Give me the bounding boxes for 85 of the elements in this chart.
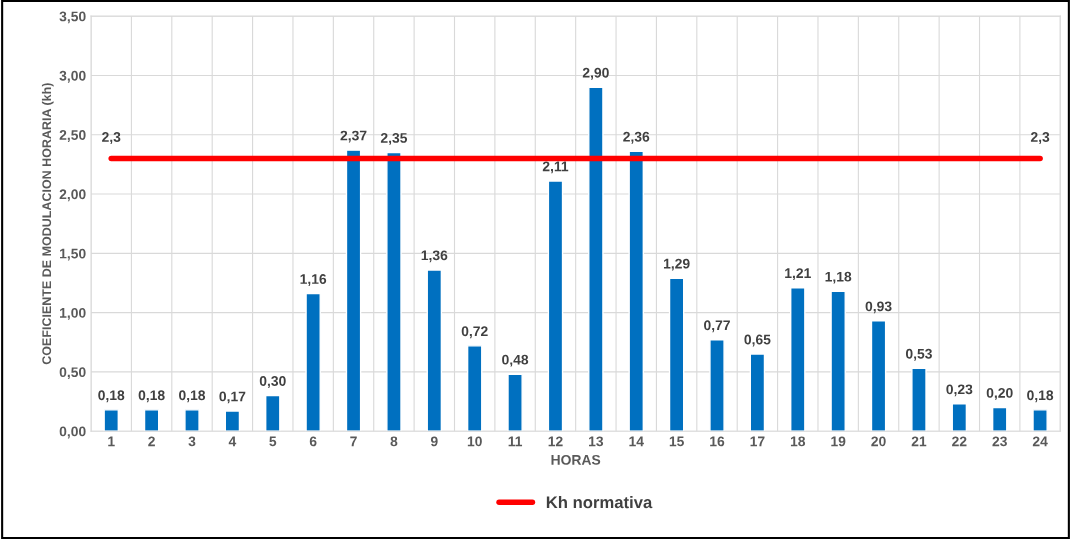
bar bbox=[870, 320, 887, 432]
x-tick-label: 12 bbox=[548, 436, 563, 447]
data-label: 0,65 bbox=[744, 334, 771, 347]
bar bbox=[1032, 409, 1048, 432]
data-label: 0,77 bbox=[704, 320, 730, 333]
x-tick-label: 22 bbox=[952, 436, 967, 447]
y-tick-label: 1,50 bbox=[60, 248, 86, 261]
bar bbox=[386, 151, 402, 432]
x-tick-label: 3 bbox=[188, 436, 196, 447]
x-tick-label: 18 bbox=[790, 436, 806, 447]
x-tick-label: 1 bbox=[108, 436, 115, 447]
x-tick-label: 23 bbox=[992, 436, 1007, 447]
bar bbox=[265, 394, 281, 432]
x-tick-label: 10 bbox=[467, 436, 482, 447]
y-tick-label: 1,00 bbox=[60, 307, 86, 320]
x-tick-label: 9 bbox=[430, 436, 438, 447]
data-label: 0,30 bbox=[259, 376, 286, 388]
data-label: 0,17 bbox=[219, 391, 246, 404]
data-label: 0,18 bbox=[1027, 390, 1054, 403]
x-tick-label: 24 bbox=[1032, 436, 1048, 447]
bar bbox=[224, 410, 241, 432]
y-tick-label: 3,00 bbox=[59, 70, 86, 83]
data-label: 0,48 bbox=[502, 354, 529, 367]
y-tick-label: 2,00 bbox=[59, 189, 86, 202]
bar bbox=[103, 409, 119, 432]
x-tick-label: 20 bbox=[871, 436, 886, 447]
data-label: 0,53 bbox=[905, 348, 932, 361]
x-tick-label: 16 bbox=[710, 436, 725, 447]
bar bbox=[709, 339, 725, 432]
data-label: 2,35 bbox=[380, 133, 408, 145]
x-axis-title: HORAS bbox=[551, 454, 601, 465]
data-label: 2,90 bbox=[582, 67, 609, 80]
bar bbox=[668, 277, 685, 432]
data-label: 0,18 bbox=[179, 390, 206, 403]
bar bbox=[790, 287, 806, 432]
data-label: 1,18 bbox=[825, 271, 852, 284]
x-tick-label: 6 bbox=[309, 436, 317, 447]
x-tick-label: 7 bbox=[350, 436, 357, 447]
data-label: 2,3 bbox=[1030, 132, 1050, 144]
data-label: 0,18 bbox=[98, 390, 125, 403]
bar bbox=[466, 345, 483, 432]
x-tick-label: 8 bbox=[390, 436, 398, 447]
bar bbox=[143, 409, 160, 432]
bar bbox=[830, 290, 846, 432]
bar bbox=[345, 149, 362, 432]
bar bbox=[547, 180, 564, 432]
y-axis-title: COEFICIENTE DE MODULACION HORARIA (kh) bbox=[41, 83, 54, 365]
x-tick-label: 2 bbox=[148, 436, 155, 447]
data-label: 0,20 bbox=[986, 387, 1013, 400]
x-tick-label: 13 bbox=[589, 436, 604, 447]
data-label: 1,16 bbox=[300, 274, 327, 286]
x-tick-label: 19 bbox=[831, 436, 846, 447]
data-label: 1,21 bbox=[785, 268, 811, 281]
y-tick-label: 3,50 bbox=[59, 11, 86, 24]
data-label: 0,72 bbox=[461, 326, 488, 339]
bar bbox=[184, 409, 200, 432]
data-label: 2,36 bbox=[623, 131, 650, 144]
data-label: 2,11 bbox=[542, 161, 569, 174]
data-label: 0,18 bbox=[138, 390, 165, 403]
data-label: 2,3 bbox=[102, 132, 121, 144]
data-label: 0,23 bbox=[946, 384, 973, 397]
x-tick-label: 11 bbox=[508, 436, 523, 447]
data-label: 2,37 bbox=[340, 130, 367, 143]
bar bbox=[951, 403, 968, 432]
x-tick-label: 17 bbox=[750, 436, 765, 447]
y-tick-label: 0,50 bbox=[59, 367, 86, 380]
y-tick-label: 0,00 bbox=[59, 426, 86, 439]
bar bbox=[749, 353, 766, 432]
x-tick-label: 21 bbox=[911, 436, 927, 447]
bar bbox=[426, 269, 443, 432]
x-tick-label: 4 bbox=[228, 436, 237, 447]
data-label: 1,29 bbox=[663, 258, 690, 271]
data-label: 0,93 bbox=[865, 301, 892, 314]
y-tick-label: 2,50 bbox=[59, 130, 86, 142]
bar bbox=[507, 373, 523, 432]
data-label: 1,36 bbox=[421, 250, 448, 263]
bar bbox=[991, 406, 1008, 432]
x-tick-label: 15 bbox=[669, 436, 684, 447]
bar bbox=[588, 86, 604, 432]
legend-label: Kh normativa bbox=[546, 496, 653, 509]
bar bbox=[305, 292, 321, 432]
bar bbox=[628, 150, 645, 432]
bar bbox=[911, 367, 927, 432]
x-tick-label: 5 bbox=[269, 436, 277, 447]
x-tick-label: 14 bbox=[629, 436, 644, 447]
